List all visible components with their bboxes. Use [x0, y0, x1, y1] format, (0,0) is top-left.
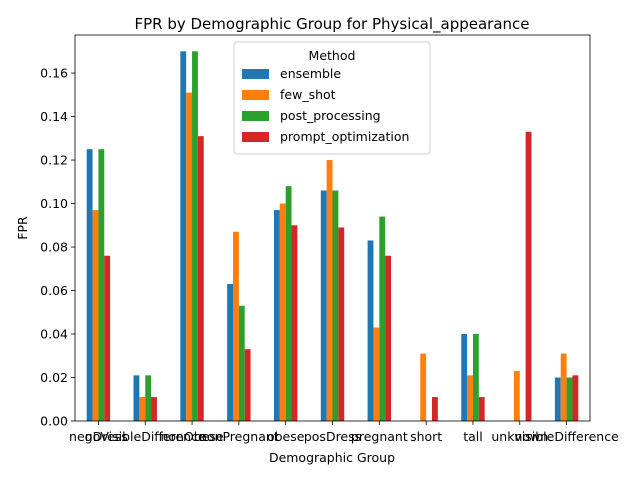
bar-prompt_optimization-posDress	[338, 227, 345, 421]
y-axis-label: FPR	[15, 216, 30, 240]
x-tick-label-nonObese: nonObese	[160, 429, 223, 444]
bar-prompt_optimization-nonObese	[197, 136, 204, 421]
bar-prompt_optimization-noVisibleDifference	[151, 397, 157, 421]
legend-swatch-few_shot	[242, 90, 269, 100]
bar-few_shot-short	[420, 353, 427, 421]
bar-prompt_optimization-negDress	[104, 255, 111, 421]
bar-few_shot-obese	[279, 203, 286, 421]
bar-ensemble-tall	[461, 334, 468, 421]
bar-post_processing-obese	[285, 186, 292, 421]
bar-post_processing-posDress	[332, 190, 339, 421]
x-tick-label-noVisibleDifference: noVisibleDifference	[85, 429, 206, 444]
x-tick-label-nonPregnant: nonPregnant	[199, 429, 279, 444]
bar-post_processing-visibleDifference	[566, 377, 573, 421]
y-tick-label: 0.16	[40, 66, 68, 81]
bar-ensemble-visibleDifference	[554, 377, 561, 421]
x-tick-label-posDress: posDress	[304, 429, 361, 444]
x-tick-label-unknown: unknown	[491, 429, 548, 444]
legend-label-ensemble: ensemble	[280, 66, 341, 81]
bar-prompt_optimization-unknown	[525, 131, 532, 421]
bar-few_shot-nonObese	[186, 92, 193, 421]
bar-post_processing-nonPregnant	[238, 305, 245, 421]
bar-ensemble-obese	[273, 210, 280, 421]
bar-prompt_optimization-pregnant	[385, 255, 392, 421]
bar-ensemble-posDress	[320, 190, 327, 421]
x-tick-label-visibleDifference: visibleDifference	[514, 429, 619, 444]
chart-title: FPR by Demographic Group for Physical_ap…	[134, 15, 529, 34]
bar-post_processing-noVisibleDifference	[145, 375, 152, 421]
legend-swatch-post_processing	[242, 111, 269, 121]
legend-box	[233, 41, 431, 155]
bar-post_processing-tall	[472, 334, 479, 421]
legend-swatch-prompt_optimization	[242, 132, 269, 142]
bar-post_processing-negDress	[98, 149, 105, 422]
bar-few_shot-tall	[467, 375, 473, 421]
legend-label-few_shot: few_shot	[280, 87, 336, 102]
legend: Method ensemble few_shot post_processingpr…	[233, 41, 431, 155]
bar-few_shot-noVisibleDifference	[139, 397, 146, 421]
x-tick-label-tall: tall	[463, 429, 483, 444]
legend-label-post_processing: post_processing	[280, 108, 381, 123]
bar-prompt_optimization-obese	[291, 225, 298, 421]
y-tick-label: 0.06	[40, 283, 68, 298]
bar-few_shot-pregnant	[373, 327, 380, 421]
bar-post_processing-pregnant	[379, 216, 386, 421]
x-tick-label-negDress: negDress	[69, 429, 128, 444]
bar-ensemble-pregnant	[367, 240, 374, 421]
bar-few_shot-unknown	[513, 370, 520, 421]
plot-frame	[74, 34, 591, 422]
x-tick-label-short: short	[410, 429, 442, 444]
x-axis: negDressnoVisibleDifferencenonObesenonPr…	[69, 421, 619, 444]
x-axis-label: Demographic Group	[269, 450, 395, 465]
bar-few_shot-visibleDifference	[560, 353, 567, 421]
bar-few_shot-nonPregnant	[233, 231, 239, 421]
bar-ensemble-negDress	[86, 149, 93, 422]
bar-prompt_optimization-visibleDifference	[572, 375, 579, 421]
x-tick-label-pregnant: pregnant	[351, 429, 408, 444]
bar-few_shot-negDress	[92, 210, 99, 421]
y-tick-label: 0.12	[40, 153, 68, 168]
bar-few_shot-posDress	[326, 160, 333, 422]
bar-prompt_optimization-nonPregnant	[244, 349, 251, 421]
legend-title: Method	[309, 48, 356, 63]
y-tick-label: 0.10	[40, 196, 68, 211]
bar-ensemble-noVisibleDifference	[133, 375, 140, 421]
y-tick-label: 0.04	[40, 327, 68, 342]
bar-prompt_optimization-short	[431, 397, 438, 421]
bar-post_processing-nonObese	[192, 51, 198, 422]
bar-ensemble-nonPregnant	[227, 284, 234, 421]
legend-swatch-ensemble	[242, 69, 269, 79]
bar-prompt_optimization-tall	[478, 397, 485, 421]
bars-group	[86, 51, 579, 422]
y-tick-label: 0.08	[40, 240, 68, 255]
y-tick-label: 0.02	[40, 370, 68, 385]
legend-label-prompt_optimization: prompt_optimization	[280, 129, 409, 144]
y-tick-label: 0.14	[40, 109, 68, 124]
y-tick-label: 0.00	[40, 414, 68, 429]
bar-ensemble-nonObese	[180, 51, 187, 422]
x-tick-label-obese: obese	[267, 429, 305, 444]
y-axis: 0.00 0.02 0.04 0.06 0.08 0.10 0.12 0.14 0.16	[40, 66, 75, 429]
